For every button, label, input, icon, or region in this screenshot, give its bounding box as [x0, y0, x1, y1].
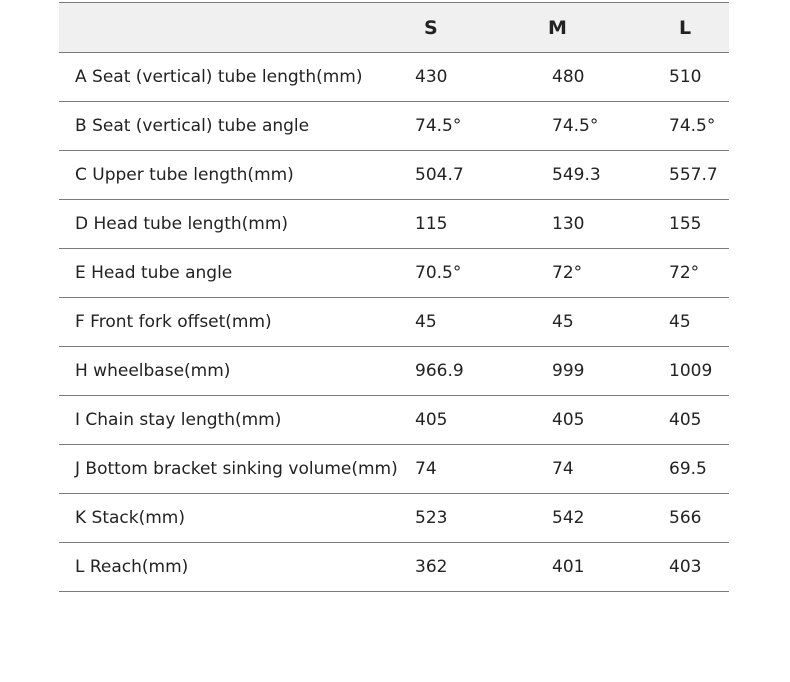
header-size-l: L	[669, 2, 729, 53]
value-l: 566	[669, 493, 729, 543]
header-size-m: M	[542, 2, 669, 53]
header-label-column	[59, 2, 402, 53]
value-m: 130	[542, 199, 669, 249]
value-s: 966.9	[402, 346, 542, 396]
table-header-row: S M L	[59, 2, 729, 53]
row-label: B Seat (vertical) tube angle	[59, 101, 402, 151]
value-l: 1009	[669, 346, 729, 396]
value-l: 155	[669, 199, 729, 249]
value-m: 480	[542, 52, 669, 102]
value-m: 74.5°	[542, 101, 669, 151]
table-row: J Bottom bracket sinking volume(mm) 74 7…	[59, 444, 729, 494]
value-l: 403	[669, 542, 729, 592]
value-l: 405	[669, 395, 729, 445]
table-row: L Reach(mm) 362 401 403	[59, 542, 729, 592]
value-s: 405	[402, 395, 542, 445]
header-size-s: S	[402, 2, 542, 53]
row-label: F Front fork offset(mm)	[59, 297, 402, 347]
table-row: B Seat (vertical) tube angle 74.5° 74.5°…	[59, 101, 729, 151]
value-s: 74	[402, 444, 542, 494]
row-label: A Seat (vertical) tube length(mm)	[59, 52, 402, 102]
row-label: I Chain stay length(mm)	[59, 395, 402, 445]
table-row: I Chain stay length(mm) 405 405 405	[59, 395, 729, 445]
table-row: H wheelbase(mm) 966.9 999 1009	[59, 346, 729, 396]
row-label: K Stack(mm)	[59, 493, 402, 543]
value-l: 69.5	[669, 444, 729, 494]
value-m: 542	[542, 493, 669, 543]
value-l: 557.7	[669, 150, 729, 200]
geometry-table: S M L A Seat (vertical) tube length(mm) …	[59, 2, 729, 592]
value-m: 401	[542, 542, 669, 592]
value-m: 72°	[542, 248, 669, 298]
value-m: 999	[542, 346, 669, 396]
value-m: 549.3	[542, 150, 669, 200]
value-m: 74	[542, 444, 669, 494]
table-row: C Upper tube length(mm) 504.7 549.3 557.…	[59, 150, 729, 200]
row-label: C Upper tube length(mm)	[59, 150, 402, 200]
value-s: 430	[402, 52, 542, 102]
value-l: 510	[669, 52, 729, 102]
table-row: F Front fork offset(mm) 45 45 45	[59, 297, 729, 347]
value-s: 115	[402, 199, 542, 249]
table-row: E Head tube angle 70.5° 72° 72°	[59, 248, 729, 298]
value-l: 74.5°	[669, 101, 729, 151]
table-row: K Stack(mm) 523 542 566	[59, 493, 729, 543]
row-label: J Bottom bracket sinking volume(mm)	[59, 444, 402, 494]
value-l: 45	[669, 297, 729, 347]
table-row: D Head tube length(mm) 115 130 155	[59, 199, 729, 249]
value-s: 74.5°	[402, 101, 542, 151]
row-label: E Head tube angle	[59, 248, 402, 298]
table-row: A Seat (vertical) tube length(mm) 430 48…	[59, 52, 729, 102]
value-m: 405	[542, 395, 669, 445]
value-l: 72°	[669, 248, 729, 298]
value-s: 70.5°	[402, 248, 542, 298]
value-s: 523	[402, 493, 542, 543]
row-label: H wheelbase(mm)	[59, 346, 402, 396]
row-label: D Head tube length(mm)	[59, 199, 402, 249]
value-m: 45	[542, 297, 669, 347]
value-s: 504.7	[402, 150, 542, 200]
value-s: 45	[402, 297, 542, 347]
row-label: L Reach(mm)	[59, 542, 402, 592]
value-s: 362	[402, 542, 542, 592]
